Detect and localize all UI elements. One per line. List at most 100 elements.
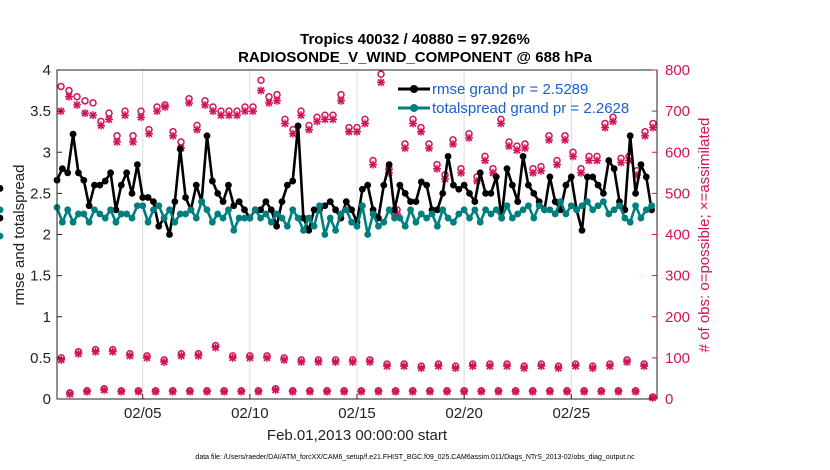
series-1-point-26 xyxy=(192,214,200,222)
series-0-point-110 xyxy=(642,173,650,181)
series-1-point-49 xyxy=(316,202,323,210)
series-0-point-57 xyxy=(358,185,366,193)
obs-assimilated-low-41 xyxy=(408,387,417,396)
series-0-point-26 xyxy=(192,181,200,189)
obs-count-marks xyxy=(57,70,657,402)
series-0-point-78 xyxy=(471,198,479,206)
y-tick-right-label-1: 100 xyxy=(665,350,690,367)
series-0-point-96 xyxy=(567,173,575,181)
obs-assimilated-high-43 xyxy=(401,144,409,153)
obs-assimilated-low-39 xyxy=(391,387,400,396)
obs-assimilated-high-67 xyxy=(593,156,601,165)
series-1-point-50 xyxy=(321,231,329,238)
obs-assimilated-low-63 xyxy=(597,387,606,396)
obs-assimilated-low-59 xyxy=(563,387,571,396)
series-0-point-46 xyxy=(300,214,307,222)
legend-label-rmse: rmse grand pr = 2.5289 xyxy=(432,81,588,98)
series-0-point-40 xyxy=(267,206,275,214)
series-0-point-64 xyxy=(396,181,404,189)
obs-assimilated-high-36 xyxy=(345,127,353,136)
series-1-point-18 xyxy=(150,206,157,214)
obs-assimilated-low-69 xyxy=(648,393,657,402)
y-tick-left-label-8: 4 xyxy=(43,62,51,79)
series-0-point-22 xyxy=(171,198,179,206)
obs-assimilated-low-34 xyxy=(348,357,357,366)
series-1-point-71 xyxy=(433,222,441,230)
series-1-point-31 xyxy=(219,214,227,222)
obs-assimilated-high-40 xyxy=(377,78,385,87)
y-axis-label-left: rmse and totalspread xyxy=(11,165,28,306)
series-1-point-106 xyxy=(621,214,629,222)
series-1-point-55 xyxy=(348,218,356,226)
obs-assimilated-low-14 xyxy=(177,351,186,360)
series-1-point-48 xyxy=(310,222,318,230)
obs-assimilated-high-34 xyxy=(329,115,337,124)
series-0-point-52 xyxy=(332,206,339,214)
obs-assimilated-high-49 xyxy=(449,140,457,149)
y-ticks-left: 0 0.5 1 1.5 2 2.5 3 3.5 4 xyxy=(30,62,62,408)
obs-assimilated-low-32 xyxy=(331,357,340,366)
series-0-point-47 xyxy=(305,226,313,234)
obs-assimilated-low-38 xyxy=(383,362,391,371)
series-0-point-7 xyxy=(91,181,98,189)
y-tick-left-label-7: 3.5 xyxy=(30,103,51,120)
x-tick-label-0: 02/05 xyxy=(124,405,162,422)
series-1-point-104 xyxy=(610,206,618,214)
series-1-point-96 xyxy=(567,202,575,210)
series-1-point-83 xyxy=(498,214,506,222)
series-0-point-23 xyxy=(176,145,184,153)
series-1-point-30 xyxy=(214,210,222,218)
series-0-point-55 xyxy=(348,206,356,214)
obs-assimilated-high-16 xyxy=(185,98,193,107)
series-1-point-107 xyxy=(626,218,634,226)
series-1-point-76 xyxy=(460,206,468,214)
series-1-point-19 xyxy=(155,202,163,210)
obs-assimilated-low-30 xyxy=(314,357,323,366)
series-0-point-81 xyxy=(487,189,495,197)
obs-assimilated-high-4 xyxy=(89,111,97,120)
obs-assimilated-low-11 xyxy=(151,387,160,396)
series-1-point-59 xyxy=(369,210,377,218)
series-0-point-35 xyxy=(241,206,248,214)
series-1-point-79 xyxy=(476,218,484,226)
legend-marker-totalspread xyxy=(410,104,418,112)
obs-assimilated-low-68 xyxy=(640,362,649,371)
series-0-point-8 xyxy=(96,181,104,189)
obs-assimilated-low-57 xyxy=(545,387,554,396)
series-1-point-111 xyxy=(648,202,656,210)
series-0-point-19 xyxy=(155,222,163,230)
series-0-point-39 xyxy=(262,198,270,206)
y-tick-left-label-4: 2 xyxy=(43,227,51,244)
series-1-point-32 xyxy=(225,206,232,214)
x-axis-label: Feb.01,2013 00:00:00 start xyxy=(267,427,448,444)
obs-assimilated-high-3 xyxy=(81,109,89,118)
obs-assimilated-high-69 xyxy=(609,117,617,126)
series-0-point-103 xyxy=(605,157,613,164)
x-ticks: 02/05 02/10 02/15 02/20 02/25 xyxy=(124,394,590,422)
series-1-point-89 xyxy=(530,214,538,222)
series-0-point-6 xyxy=(85,202,93,210)
obs-assimilated-high-46 xyxy=(425,144,433,153)
obs-assimilated-low-22 xyxy=(245,353,254,362)
obs-assimilated-high-62 xyxy=(553,160,561,169)
obs-assimilated-high-37 xyxy=(353,127,361,136)
series-1-point-103 xyxy=(605,210,613,218)
series-0-point-10 xyxy=(107,169,114,177)
series-0-point-87 xyxy=(519,152,527,160)
obs-assimilated-low-9 xyxy=(134,387,143,396)
series-1-point-6 xyxy=(85,218,93,226)
series-1-point-87 xyxy=(519,206,527,214)
series-0-point-93 xyxy=(551,198,559,206)
obs-assimilated-low-45 xyxy=(443,387,451,396)
series-0-point-86 xyxy=(514,198,522,206)
obs-assimilated-low-44 xyxy=(434,362,443,371)
series-1-point-57 xyxy=(358,202,366,210)
series-1-point-53 xyxy=(337,210,345,218)
series-1-point-95 xyxy=(562,210,570,218)
y-ticks-right: 0 100 200 300 400 500 600 700 800 xyxy=(652,62,690,408)
obs-assimilated-high-74 xyxy=(649,123,657,132)
series-0-point-38 xyxy=(257,206,264,214)
series-0-point-5 xyxy=(80,176,88,184)
series-1-point-97 xyxy=(573,206,581,214)
